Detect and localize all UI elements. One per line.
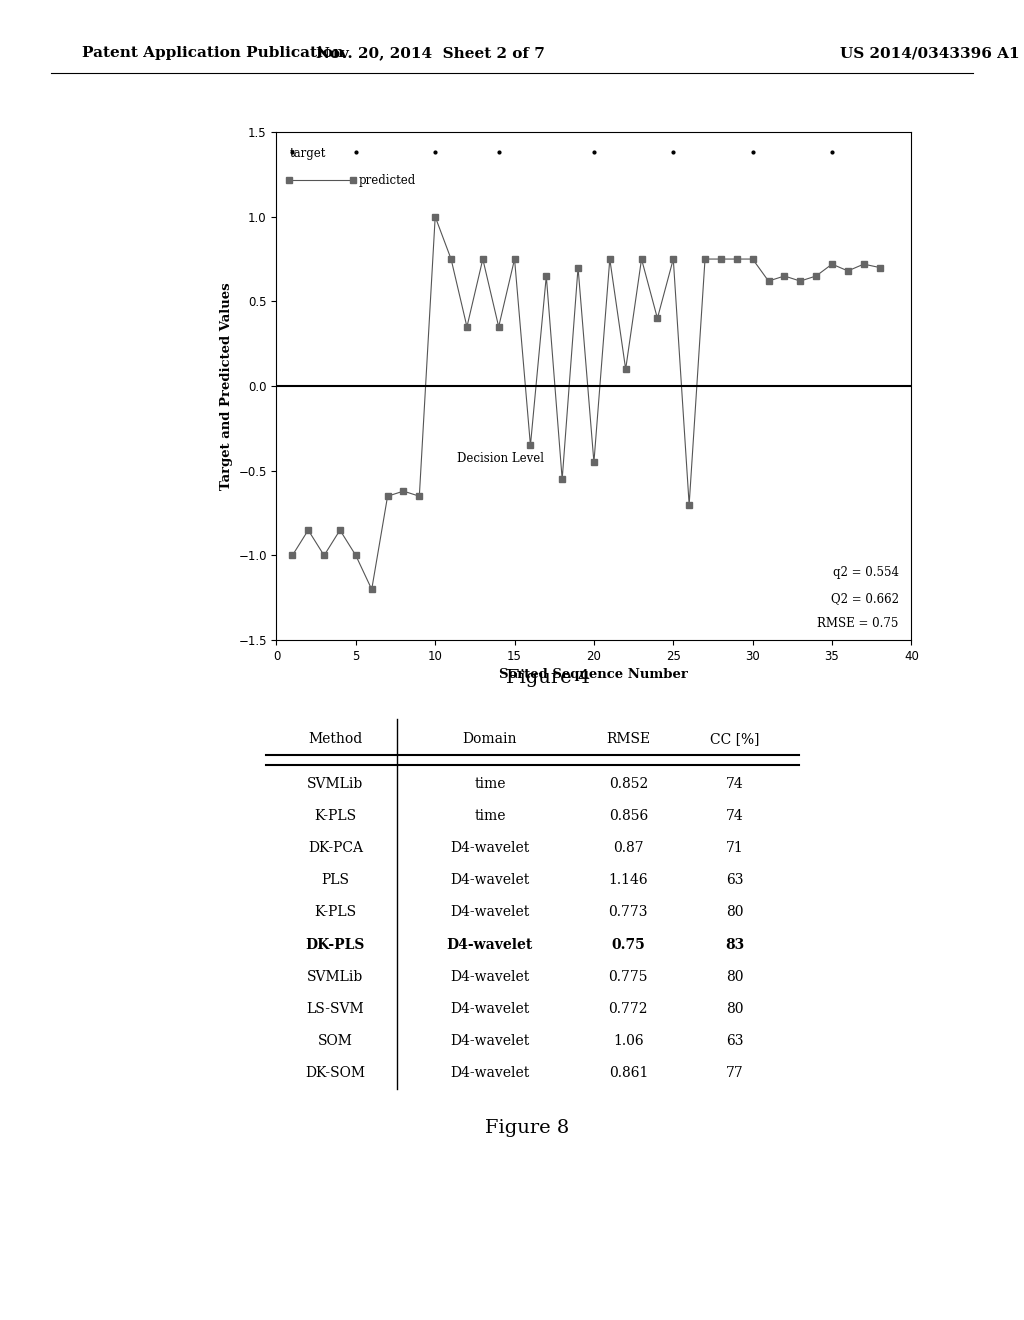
Text: 74: 74 bbox=[726, 777, 743, 791]
Text: 0.772: 0.772 bbox=[608, 1002, 648, 1016]
Y-axis label: Target and Predicted Values: Target and Predicted Values bbox=[220, 282, 232, 490]
Text: D4-wavelet: D4-wavelet bbox=[451, 1067, 529, 1080]
Text: DK-PCA: DK-PCA bbox=[308, 841, 362, 855]
Text: q2 = 0.554: q2 = 0.554 bbox=[833, 566, 899, 579]
Line: 2 pts: 2 pts bbox=[286, 177, 356, 183]
Text: 0.856: 0.856 bbox=[608, 809, 648, 824]
Text: 80: 80 bbox=[726, 906, 743, 920]
Text: D4-wavelet: D4-wavelet bbox=[451, 1002, 529, 1016]
Text: 0.75: 0.75 bbox=[611, 937, 645, 952]
Text: DK-PLS: DK-PLS bbox=[306, 937, 366, 952]
Point bbox=[666, 141, 682, 162]
Text: 0.861: 0.861 bbox=[608, 1067, 648, 1080]
Text: time: time bbox=[474, 809, 506, 824]
Point bbox=[744, 141, 761, 162]
Text: Method: Method bbox=[308, 731, 362, 746]
Text: 0.852: 0.852 bbox=[608, 777, 648, 791]
Point bbox=[348, 141, 365, 162]
Text: 77: 77 bbox=[726, 1067, 743, 1080]
Text: 0.773: 0.773 bbox=[608, 906, 648, 920]
Text: target: target bbox=[289, 148, 326, 160]
Text: Figure 4: Figure 4 bbox=[506, 669, 590, 688]
Text: D4-wavelet: D4-wavelet bbox=[446, 937, 534, 952]
Text: 63: 63 bbox=[726, 874, 743, 887]
Text: SVMLib: SVMLib bbox=[307, 777, 364, 791]
Text: D4-wavelet: D4-wavelet bbox=[451, 874, 529, 887]
Text: 1.146: 1.146 bbox=[608, 874, 648, 887]
Text: Domain: Domain bbox=[463, 731, 517, 746]
Text: 71: 71 bbox=[726, 841, 743, 855]
Text: 74: 74 bbox=[726, 809, 743, 824]
Text: 83: 83 bbox=[725, 937, 744, 952]
Point bbox=[285, 141, 301, 162]
Point bbox=[823, 141, 840, 162]
Text: LS-SVM: LS-SVM bbox=[306, 1002, 365, 1016]
Point bbox=[427, 141, 443, 162]
Text: 80: 80 bbox=[726, 970, 743, 983]
Text: 80: 80 bbox=[726, 1002, 743, 1016]
Text: Nov. 20, 2014  Sheet 2 of 7: Nov. 20, 2014 Sheet 2 of 7 bbox=[315, 46, 545, 61]
Text: DK-SOM: DK-SOM bbox=[305, 1067, 366, 1080]
Text: Figure 8: Figure 8 bbox=[485, 1119, 569, 1138]
Text: K-PLS: K-PLS bbox=[314, 906, 356, 920]
Text: D4-wavelet: D4-wavelet bbox=[451, 906, 529, 920]
Text: 1.06: 1.06 bbox=[613, 1034, 644, 1048]
Text: RMSE = 0.75: RMSE = 0.75 bbox=[817, 616, 899, 630]
Text: D4-wavelet: D4-wavelet bbox=[451, 841, 529, 855]
Text: 0.775: 0.775 bbox=[608, 970, 648, 983]
Point bbox=[272, 224, 285, 240]
Text: predicted: predicted bbox=[359, 174, 417, 186]
Text: time: time bbox=[474, 777, 506, 791]
Text: 0.87: 0.87 bbox=[613, 841, 644, 855]
Text: Patent Application Publication: Patent Application Publication bbox=[82, 46, 344, 61]
Text: SOM: SOM bbox=[318, 1034, 353, 1048]
Point bbox=[586, 141, 602, 162]
X-axis label: Sorted Sequence Number: Sorted Sequence Number bbox=[500, 668, 688, 681]
Point bbox=[270, 224, 283, 240]
Text: CC [%]: CC [%] bbox=[710, 731, 760, 746]
Text: Decision Level: Decision Level bbox=[458, 451, 545, 465]
Text: 63: 63 bbox=[726, 1034, 743, 1048]
Text: PLS: PLS bbox=[322, 874, 349, 887]
Text: D4-wavelet: D4-wavelet bbox=[451, 970, 529, 983]
Point bbox=[490, 141, 507, 162]
Text: RMSE: RMSE bbox=[606, 731, 650, 746]
Text: D4-wavelet: D4-wavelet bbox=[451, 1034, 529, 1048]
Text: Q2 = 0.662: Q2 = 0.662 bbox=[830, 591, 899, 605]
Text: US 2014/0343396 A1: US 2014/0343396 A1 bbox=[840, 46, 1019, 61]
Text: K-PLS: K-PLS bbox=[314, 809, 356, 824]
Text: SVMLib: SVMLib bbox=[307, 970, 364, 983]
